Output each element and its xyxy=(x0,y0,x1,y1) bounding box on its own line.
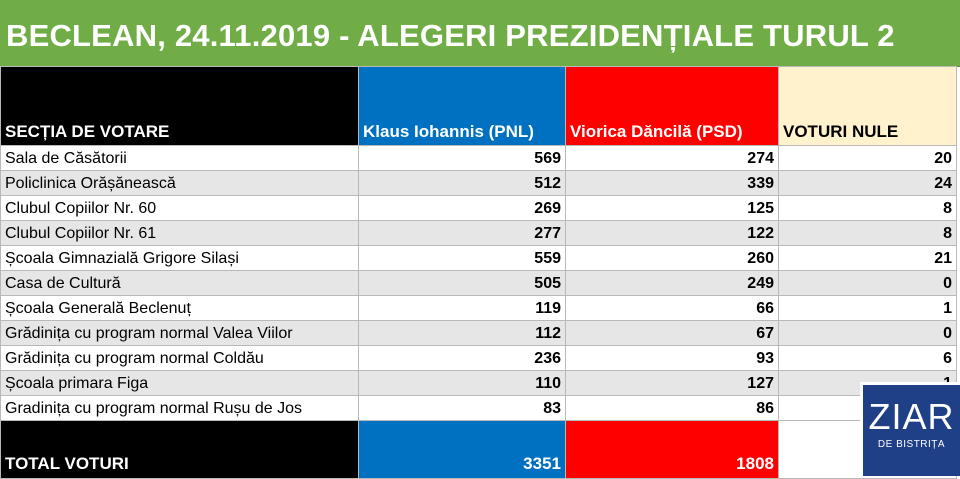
table-row: Clubul Copiilor Nr. 61 277 122 8 xyxy=(0,220,957,246)
cell-section-name: Casa de Cultură xyxy=(0,270,359,296)
cell-iohannis-votes: 269 xyxy=(358,195,566,221)
cell-section-name: Grădinița cu program normal Valea Viilor xyxy=(0,320,359,346)
header-nule: VOTURI NULE xyxy=(778,66,957,146)
cell-iohannis-votes: 277 xyxy=(358,220,566,246)
cell-dancila-votes: 260 xyxy=(565,245,779,271)
cell-iohannis-votes: 512 xyxy=(358,170,566,196)
table-row: Casa de Cultură 505 249 0 xyxy=(0,270,957,296)
table-row: Sala de Căsătorii 569 274 20 xyxy=(0,145,957,171)
cell-dancila-votes: 125 xyxy=(565,195,779,221)
cell-section-name: Clubul Copiilor Nr. 61 xyxy=(0,220,359,246)
title-bar: BECLEAN, 24.11.2019 - ALEGERI PREZIDENȚI… xyxy=(0,0,960,67)
cell-iohannis-votes: 83 xyxy=(358,395,566,421)
logo-main-text: ZIAR xyxy=(868,396,955,437)
cell-null-votes: 6 xyxy=(778,345,957,371)
cell-section-name: Grădinița cu program normal Coldău xyxy=(0,345,359,371)
cell-null-votes: 21 xyxy=(778,245,957,271)
cell-section-name: Școala Generală Beclenuț xyxy=(0,295,359,321)
ziar-de-bistrita-logo: ZIAR DE BISTRIȚA xyxy=(860,382,960,476)
cell-iohannis-votes: 505 xyxy=(358,270,566,296)
total-row: TOTAL VOTURI 3351 1808 xyxy=(0,420,957,479)
header-row: SECȚIA DE VOTARE Klaus Iohannis (PNL) Vi… xyxy=(0,66,957,146)
cell-dancila-votes: 86 xyxy=(565,395,779,421)
total-dancila: 1808 xyxy=(565,420,779,479)
cell-dancila-votes: 127 xyxy=(565,370,779,396)
cell-dancila-votes: 249 xyxy=(565,270,779,296)
cell-iohannis-votes: 569 xyxy=(358,145,566,171)
cell-iohannis-votes: 112 xyxy=(358,320,566,346)
header-iohannis: Klaus Iohannis (PNL) xyxy=(358,66,566,146)
cell-null-votes: 0 xyxy=(778,270,957,296)
results-table: SECȚIA DE VOTARE Klaus Iohannis (PNL) Vi… xyxy=(0,66,957,479)
cell-dancila-votes: 339 xyxy=(565,170,779,196)
cell-iohannis-votes: 110 xyxy=(358,370,566,396)
table-row: Școala Generală Beclenuț 119 66 1 xyxy=(0,295,957,321)
page-title: BECLEAN, 24.11.2019 - ALEGERI PREZIDENȚI… xyxy=(6,18,895,53)
table-row: Policlinica Orășănească 512 339 24 xyxy=(0,170,957,196)
cell-null-votes: 8 xyxy=(778,195,957,221)
header-section: SECȚIA DE VOTARE xyxy=(0,66,359,146)
cell-null-votes: 0 xyxy=(778,320,957,346)
cell-section-name: Policlinica Orășănească xyxy=(0,170,359,196)
table-row: Clubul Copiilor Nr. 60 269 125 8 xyxy=(0,195,957,221)
cell-null-votes: 24 xyxy=(778,170,957,196)
cell-section-name: Școala Gimnazială Grigore Silași xyxy=(0,245,359,271)
cell-iohannis-votes: 559 xyxy=(358,245,566,271)
cell-null-votes: 1 xyxy=(778,295,957,321)
table-row: Grădinița cu program normal Valea Viilor… xyxy=(0,320,957,346)
table-row: Școala primara Figa 110 127 1 xyxy=(0,370,957,396)
logo-sub-text: DE BISTRIȚA xyxy=(877,439,946,450)
total-label: TOTAL VOTURI xyxy=(0,420,359,479)
table-row: Grădinița cu program normal Coldău 236 9… xyxy=(0,345,957,371)
cell-section-name: Clubul Copiilor Nr. 60 xyxy=(0,195,359,221)
cell-dancila-votes: 66 xyxy=(565,295,779,321)
cell-dancila-votes: 122 xyxy=(565,220,779,246)
cell-iohannis-votes: 236 xyxy=(358,345,566,371)
cell-null-votes: 20 xyxy=(778,145,957,171)
cell-null-votes: 8 xyxy=(778,220,957,246)
total-iohannis: 3351 xyxy=(358,420,566,479)
cell-dancila-votes: 67 xyxy=(565,320,779,346)
cell-section-name: Sala de Căsătorii xyxy=(0,145,359,171)
table-row: Școala Gimnazială Grigore Silași 559 260… xyxy=(0,245,957,271)
cell-section-name: Gradinița cu program normal Rușu de Jos xyxy=(0,395,359,421)
cell-iohannis-votes: 119 xyxy=(358,295,566,321)
cell-dancila-votes: 274 xyxy=(565,145,779,171)
cell-dancila-votes: 93 xyxy=(565,345,779,371)
table-row: Gradinița cu program normal Rușu de Jos … xyxy=(0,395,957,421)
cell-section-name: Școala primara Figa xyxy=(0,370,359,396)
header-dancila: Viorica Dăncilă (PSD) xyxy=(565,66,779,146)
